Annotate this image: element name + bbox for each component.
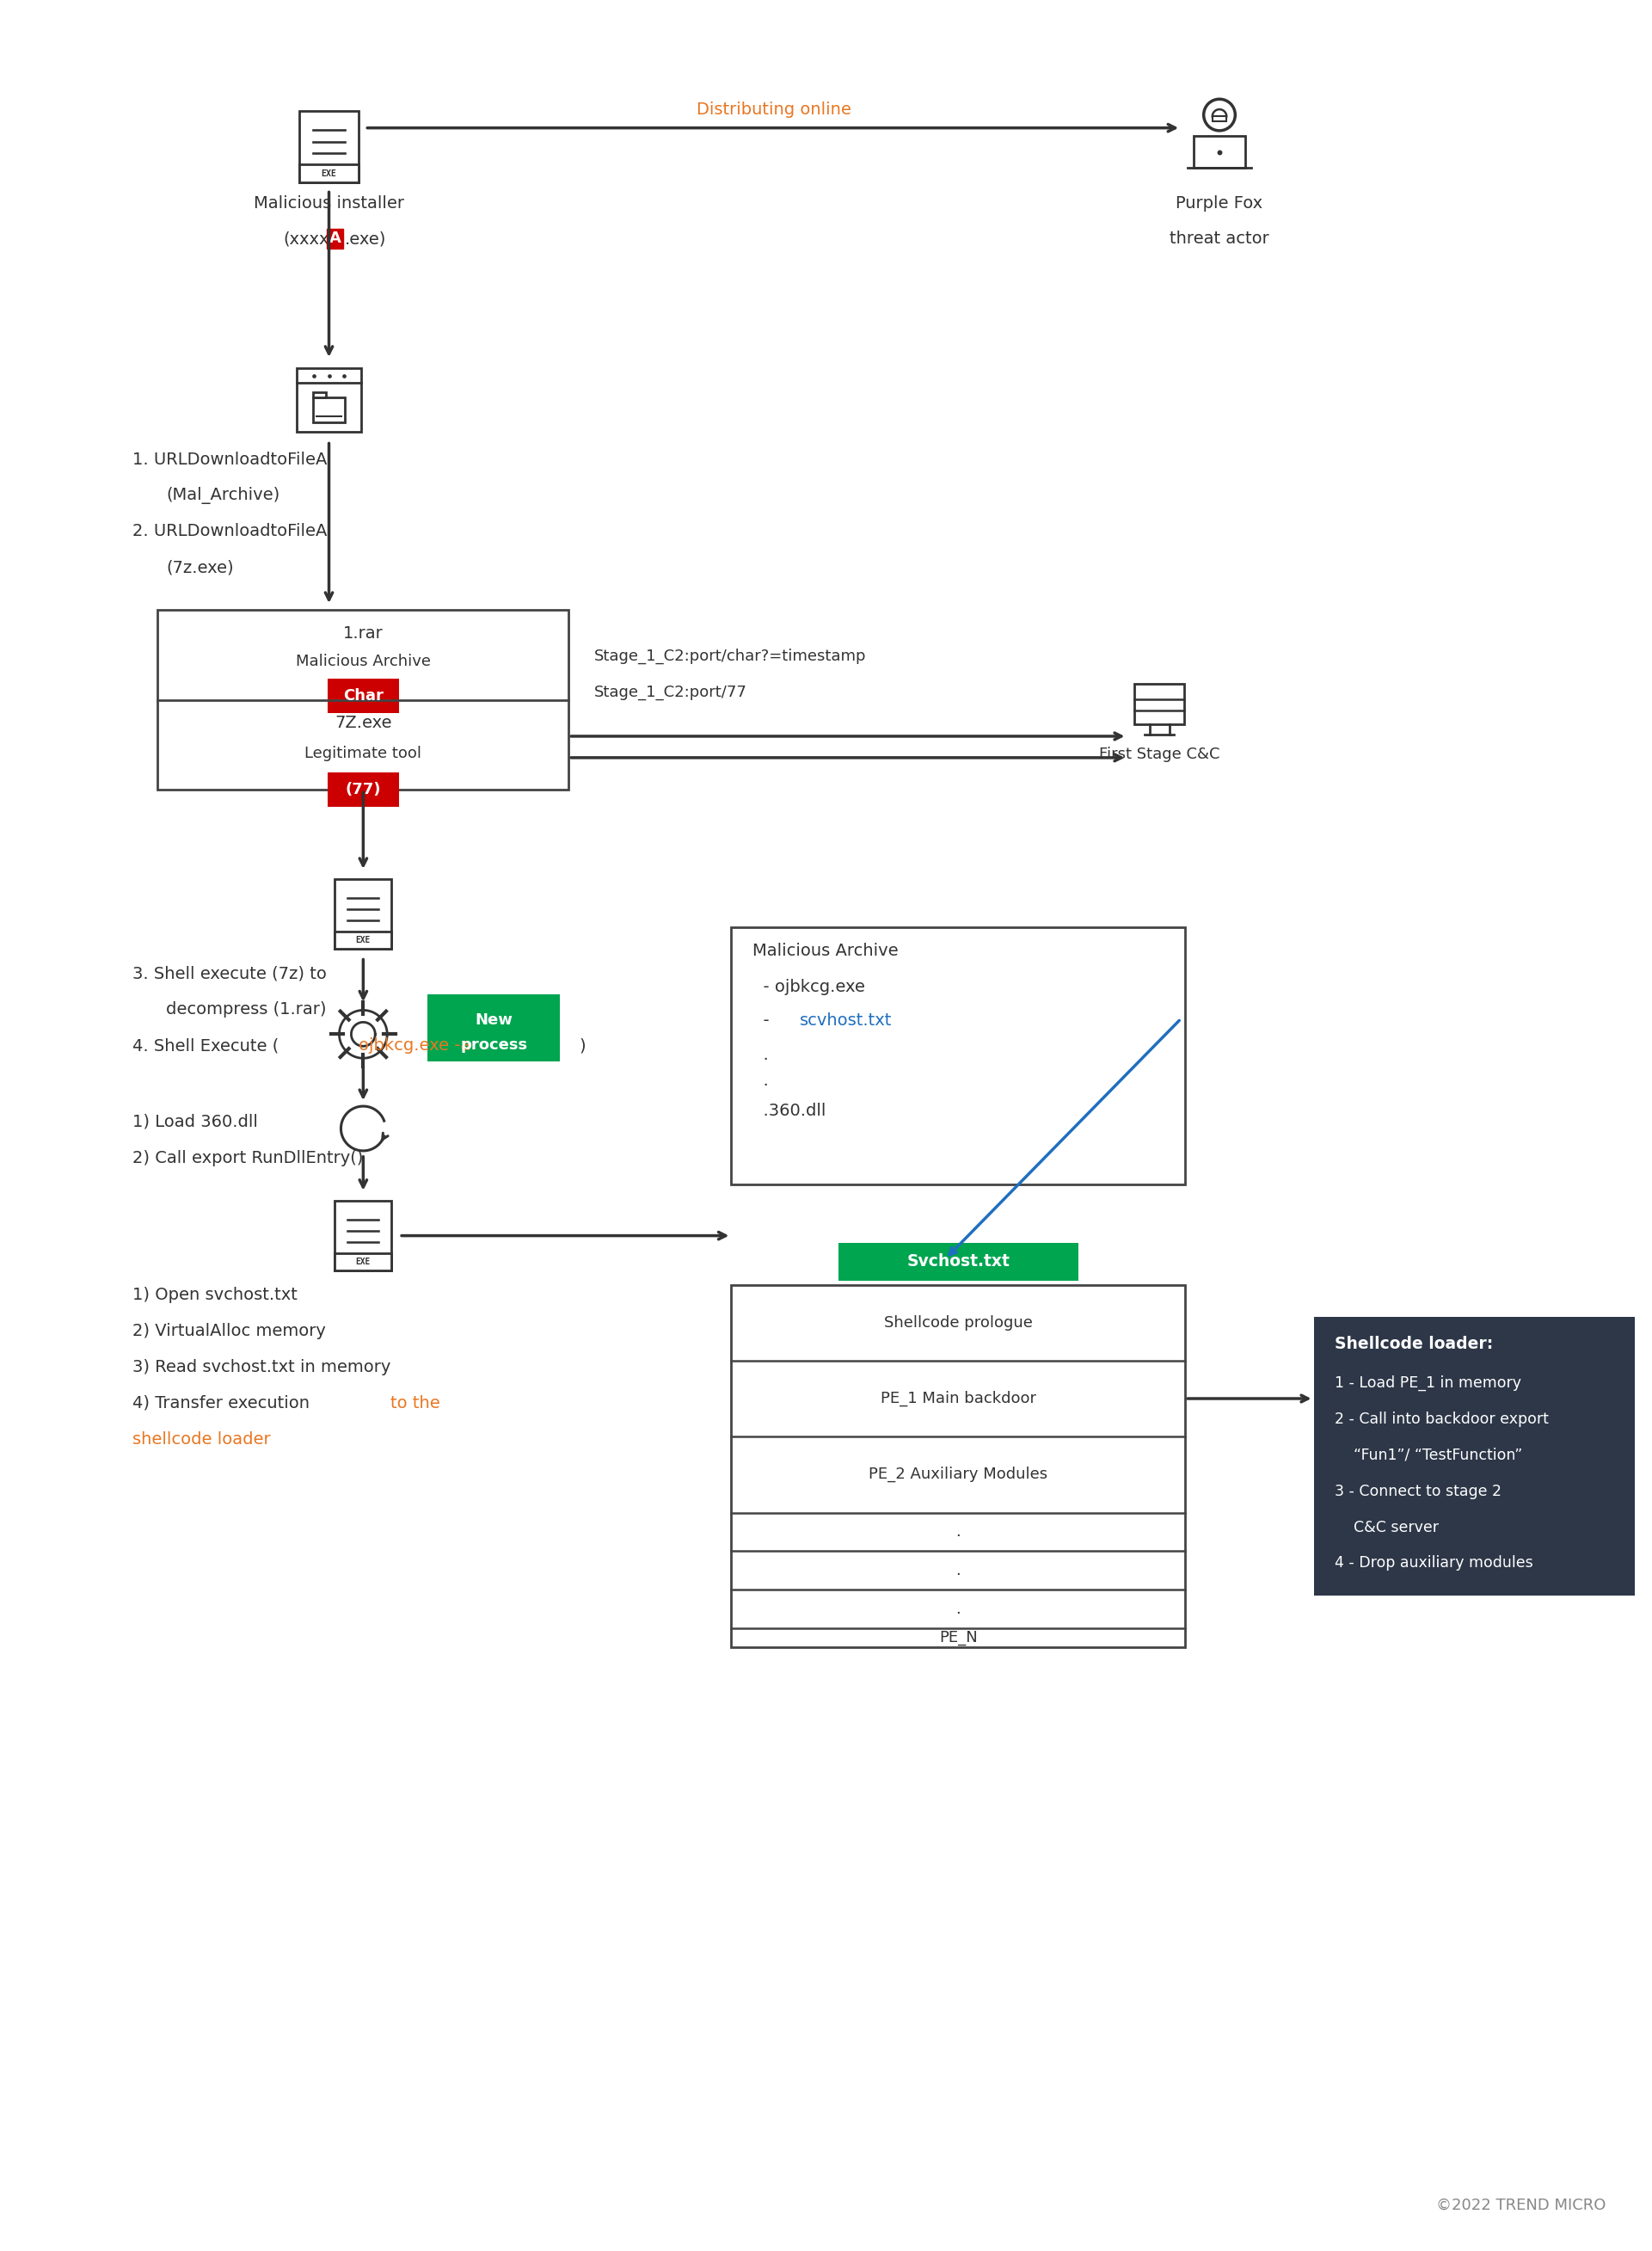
Text: decompress (1.rar): decompress (1.rar) <box>167 1002 327 1017</box>
Text: scvhost.txt: scvhost.txt <box>800 1013 892 1029</box>
Text: process: process <box>461 1038 527 1053</box>
FancyBboxPatch shape <box>428 995 560 1062</box>
FancyBboxPatch shape <box>732 927 1184 1184</box>
FancyBboxPatch shape <box>1213 117 1226 122</box>
Text: .: . <box>753 1047 768 1062</box>
Text: Stage_1_C2:port/77: Stage_1_C2:port/77 <box>595 684 747 700</box>
FancyBboxPatch shape <box>1313 1317 1635 1596</box>
Text: (77): (77) <box>345 781 382 797</box>
Text: 1. URLDownloadtoFileA: 1. URLDownloadtoFileA <box>132 450 327 468</box>
Text: New: New <box>474 1013 512 1029</box>
Text: 3 - Connect to stage 2: 3 - Connect to stage 2 <box>1335 1483 1502 1499</box>
FancyBboxPatch shape <box>1194 135 1246 169</box>
Text: Char: Char <box>344 689 383 705</box>
Text: EXE: EXE <box>355 1258 370 1265</box>
Text: (xxxx: (xxxx <box>282 232 329 248</box>
Text: 2. URLDownloadtoFileA: 2. URLDownloadtoFileA <box>132 522 327 540</box>
Text: EXE: EXE <box>320 169 337 178</box>
Text: ojbkcg.exe -a: ojbkcg.exe -a <box>358 1038 471 1053</box>
Text: PE_2 Auxiliary Modules: PE_2 Auxiliary Modules <box>869 1468 1047 1483</box>
Text: 2) VirtualAlloc memory: 2) VirtualAlloc memory <box>132 1324 325 1339</box>
FancyBboxPatch shape <box>335 932 392 950</box>
FancyBboxPatch shape <box>335 880 392 950</box>
Text: 1) Open svchost.txt: 1) Open svchost.txt <box>132 1288 297 1303</box>
Text: 4. Shell Execute (: 4. Shell Execute ( <box>132 1038 279 1053</box>
FancyBboxPatch shape <box>335 1254 392 1270</box>
Text: Shellcode loader:: Shellcode loader: <box>1335 1337 1493 1353</box>
Text: PE_1 Main backdoor: PE_1 Main backdoor <box>881 1391 1036 1407</box>
Text: C&C server: C&C server <box>1335 1519 1439 1535</box>
Text: shellcode loader: shellcode loader <box>132 1432 271 1447</box>
FancyBboxPatch shape <box>335 1202 392 1270</box>
Text: .360.dll: .360.dll <box>753 1103 826 1119</box>
Text: Malicious Archive: Malicious Archive <box>753 943 899 959</box>
FancyBboxPatch shape <box>299 164 358 182</box>
FancyBboxPatch shape <box>157 610 568 790</box>
Text: Malicious installer: Malicious installer <box>254 196 405 212</box>
FancyBboxPatch shape <box>335 1254 392 1270</box>
Text: Svchost.txt: Svchost.txt <box>907 1254 1009 1270</box>
Text: .: . <box>957 1600 961 1616</box>
Text: 1) Load 360.dll: 1) Load 360.dll <box>132 1112 258 1130</box>
FancyBboxPatch shape <box>839 1243 1079 1281</box>
Text: 2) Call export RunDllEntry(): 2) Call export RunDllEntry() <box>132 1150 363 1166</box>
FancyBboxPatch shape <box>1135 684 1184 725</box>
FancyBboxPatch shape <box>732 1285 1184 1648</box>
Text: Distributing online: Distributing online <box>697 101 851 117</box>
FancyBboxPatch shape <box>327 680 400 714</box>
Text: Shellcode prologue: Shellcode prologue <box>884 1315 1032 1330</box>
FancyBboxPatch shape <box>296 367 362 432</box>
Text: - ojbkcg.exe: - ojbkcg.exe <box>753 979 866 995</box>
Text: 1.rar: 1.rar <box>344 626 383 642</box>
Text: ): ) <box>578 1038 585 1053</box>
Text: PE_N: PE_N <box>938 1630 978 1645</box>
FancyBboxPatch shape <box>299 110 358 182</box>
Text: .: . <box>957 1524 961 1540</box>
Text: Legitimate tool: Legitimate tool <box>304 745 421 761</box>
Text: .: . <box>957 1562 961 1578</box>
FancyBboxPatch shape <box>299 164 358 182</box>
Text: -: - <box>753 1013 775 1029</box>
FancyBboxPatch shape <box>312 392 325 398</box>
Text: threat actor: threat actor <box>1170 232 1269 248</box>
FancyBboxPatch shape <box>335 932 392 950</box>
Text: 4 - Drop auxiliary modules: 4 - Drop auxiliary modules <box>1335 1555 1533 1571</box>
FancyBboxPatch shape <box>327 772 400 806</box>
Text: to the: to the <box>390 1396 441 1411</box>
Text: .: . <box>753 1074 768 1089</box>
Text: 1 - Load PE_1 in memory: 1 - Load PE_1 in memory <box>1335 1375 1521 1391</box>
Text: First Stage C&C: First Stage C&C <box>1099 747 1219 763</box>
Text: A: A <box>329 232 340 245</box>
Text: (Mal_Archive): (Mal_Archive) <box>167 486 279 504</box>
Text: “Fun1”/ “TestFunction”: “Fun1”/ “TestFunction” <box>1335 1447 1523 1463</box>
Text: Purple Fox: Purple Fox <box>1176 196 1262 212</box>
Text: (7z.exe): (7z.exe) <box>167 558 235 576</box>
Text: ©2022 TREND MICRO: ©2022 TREND MICRO <box>1436 2197 1606 2213</box>
Text: Malicious Archive: Malicious Archive <box>296 653 431 669</box>
Text: Stage_1_C2:port/char?=timestamp: Stage_1_C2:port/char?=timestamp <box>595 648 867 664</box>
Text: 2 - Call into backdoor export: 2 - Call into backdoor export <box>1335 1411 1550 1427</box>
Text: EXE: EXE <box>355 936 370 945</box>
FancyBboxPatch shape <box>312 398 345 421</box>
Text: 7Z.exe: 7Z.exe <box>335 716 392 732</box>
Text: 3. Shell execute (7z) to: 3. Shell execute (7z) to <box>132 966 325 981</box>
Text: .exe): .exe) <box>344 232 387 248</box>
Text: 4) Transfer execution: 4) Transfer execution <box>132 1396 314 1411</box>
Text: 3) Read svchost.txt in memory: 3) Read svchost.txt in memory <box>132 1360 390 1375</box>
